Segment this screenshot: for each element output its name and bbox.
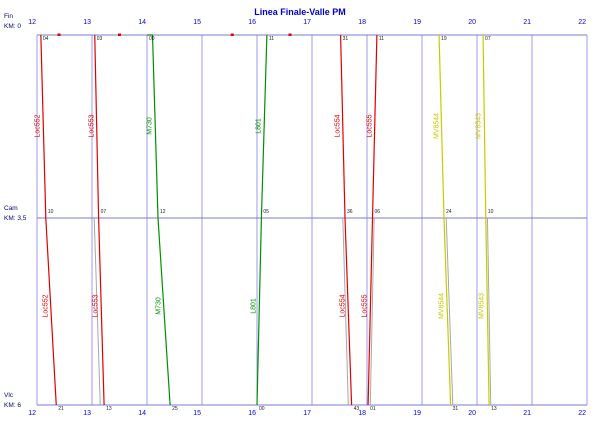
train-label-loc552: Loc552 — [42, 294, 50, 318]
minute-label: 06 — [374, 209, 381, 215]
station-km: KM: 3,5 — [4, 215, 27, 222]
top-mark — [288, 33, 292, 36]
station-name: Fin — [4, 13, 14, 20]
train-path-mv8543[interactable] — [482, 34, 490, 406]
station-km: KM: 6 — [4, 402, 21, 409]
minute-label: 00 — [259, 406, 265, 412]
top-mark — [57, 33, 61, 36]
minute-label: 31 — [452, 406, 459, 412]
secondary-train-path[interactable] — [369, 217, 375, 406]
hour-label-top: 19 — [413, 19, 421, 26]
hour-label-bottom: 15 — [193, 410, 201, 417]
train-label-loc554: Loc554 — [334, 114, 342, 138]
minute-label: 36 — [347, 209, 353, 215]
minute-label: 13 — [491, 406, 497, 412]
train-path-loc552[interactable] — [40, 34, 57, 406]
minute-label: 07 — [100, 209, 107, 215]
hour-label-bottom: 12 — [28, 410, 36, 417]
train-label-mv8544: MV8544 — [433, 112, 441, 140]
secondary-train-path[interactable] — [93, 217, 101, 406]
hour-label-top: 15 — [193, 19, 201, 26]
hour-label-bottom: 19 — [413, 410, 421, 417]
minute-label: 10 — [47, 209, 54, 215]
train-path-loc555[interactable] — [367, 34, 378, 406]
train-path-l801[interactable] — [256, 34, 268, 406]
hour-label-top: 12 — [28, 19, 36, 26]
train-path-loc554[interactable] — [340, 34, 353, 406]
minute-label: 11 — [378, 35, 385, 42]
hour-label-top: 16 — [248, 19, 256, 26]
minute-label: 25 — [172, 406, 178, 412]
minute-label: 01 — [370, 406, 376, 412]
train-path-mv8544[interactable] — [438, 34, 452, 406]
train-path-m730[interactable] — [147, 34, 171, 406]
station-name: Cam — [4, 205, 18, 212]
hour-label-top: 18 — [358, 19, 366, 26]
minute-label: 13 — [106, 406, 112, 412]
hour-label-bottom: 21 — [523, 410, 531, 417]
train-label-loc554: Loc554 — [339, 294, 347, 318]
hour-label-top: 14 — [138, 19, 146, 26]
minute-label: 43 — [353, 406, 360, 412]
train-label-mv8544: MV8544 — [438, 292, 446, 320]
minute-label: 11 — [268, 35, 275, 42]
train-label-mv8543: MV8543 — [478, 292, 486, 320]
hour-label-bottom: 16 — [248, 410, 256, 417]
hour-label-bottom: 13 — [83, 410, 91, 417]
hour-label-top: 13 — [83, 19, 91, 26]
hour-label-top: 21 — [523, 19, 531, 26]
minute-label: 07 — [485, 35, 491, 42]
train-label-m730: M730 — [146, 117, 154, 135]
secondary-train-path[interactable] — [342, 217, 349, 406]
train-label-mv8543: MV8543 — [475, 112, 483, 140]
train-label-loc553: Loc553 — [92, 294, 100, 318]
page-title: Linea Finale-Valle PM — [254, 7, 346, 17]
minute-label: 21 — [58, 406, 64, 412]
hour-label-top: 17 — [303, 19, 311, 26]
train-label-loc555: Loc555 — [366, 114, 374, 138]
train-label-m730: M730 — [155, 297, 163, 315]
hour-label-bottom: 22 — [578, 410, 586, 417]
minute-label: 05 — [263, 209, 269, 215]
minute-label: 03 — [96, 35, 103, 42]
station-km: KM: 0 — [4, 23, 21, 30]
station-name: Vlc — [4, 392, 14, 399]
minute-label: 00 — [149, 35, 155, 42]
minute-label: 24 — [446, 209, 452, 215]
hour-label-top: 20 — [468, 19, 476, 26]
hour-label-bottom: 17 — [303, 410, 311, 417]
train-path-loc553[interactable] — [94, 34, 105, 406]
train-label-l801: L801 — [255, 118, 263, 134]
top-mark — [118, 33, 121, 36]
hour-label-bottom: 14 — [138, 410, 146, 417]
train-label-l801: L801 — [250, 298, 258, 314]
secondary-train-path[interactable] — [486, 217, 492, 406]
minute-label: 19 — [441, 35, 447, 42]
top-mark — [230, 33, 234, 36]
hour-label-bottom: 18 — [358, 410, 366, 417]
minute-label: 12 — [160, 209, 166, 215]
hour-label-bottom: 20 — [468, 410, 476, 417]
minute-label: 04 — [42, 35, 49, 42]
train-label-loc555: Loc555 — [361, 294, 369, 318]
minute-label: 10 — [487, 209, 494, 215]
train-label-loc553: Loc553 — [88, 114, 96, 138]
train-label-loc552: Loc552 — [34, 114, 42, 138]
minute-label: 31 — [342, 35, 349, 42]
hour-label-top: 22 — [578, 19, 586, 26]
secondary-train-path[interactable] — [445, 217, 454, 406]
